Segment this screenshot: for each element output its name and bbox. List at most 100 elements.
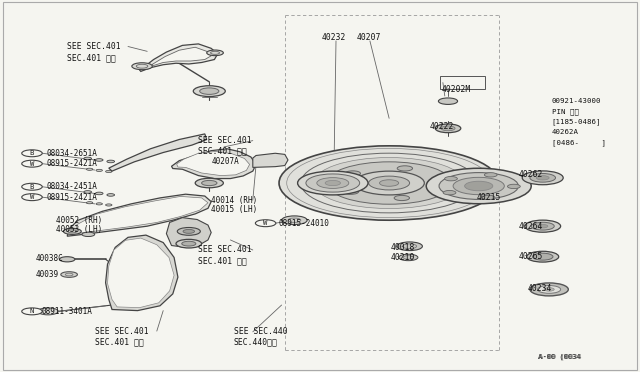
Ellipse shape bbox=[22, 160, 42, 167]
Text: A·00 (0034: A·00 (0034 bbox=[539, 354, 581, 360]
Polygon shape bbox=[166, 218, 211, 247]
Ellipse shape bbox=[538, 286, 561, 293]
Text: 40265: 40265 bbox=[518, 252, 543, 261]
Text: SEC.401 参照: SEC.401 参照 bbox=[67, 53, 116, 62]
Ellipse shape bbox=[202, 180, 217, 186]
Ellipse shape bbox=[195, 178, 223, 188]
Polygon shape bbox=[67, 194, 211, 236]
Ellipse shape bbox=[282, 216, 307, 225]
Ellipse shape bbox=[380, 180, 399, 186]
Ellipse shape bbox=[84, 191, 92, 193]
Text: SEE SEC.401: SEE SEC.401 bbox=[95, 327, 148, 336]
Ellipse shape bbox=[132, 63, 152, 70]
Ellipse shape bbox=[441, 126, 455, 131]
Ellipse shape bbox=[63, 228, 81, 234]
Ellipse shape bbox=[298, 171, 368, 195]
Polygon shape bbox=[140, 44, 218, 71]
Text: 40039: 40039 bbox=[35, 270, 58, 279]
Text: SEE SEC.440: SEE SEC.440 bbox=[234, 327, 287, 336]
Ellipse shape bbox=[482, 195, 495, 200]
Text: SEE SEC.401: SEE SEC.401 bbox=[67, 42, 121, 51]
Ellipse shape bbox=[369, 176, 410, 190]
Ellipse shape bbox=[107, 160, 115, 163]
Ellipse shape bbox=[306, 174, 360, 192]
Ellipse shape bbox=[453, 177, 504, 195]
Ellipse shape bbox=[325, 180, 340, 186]
Text: 40207A: 40207A bbox=[211, 157, 239, 166]
Text: N: N bbox=[30, 308, 34, 314]
Text: 08911-3401A: 08911-3401A bbox=[42, 307, 92, 316]
Text: [0486-     ]: [0486- ] bbox=[552, 140, 605, 146]
Text: SEC.401 参照: SEC.401 参照 bbox=[198, 256, 247, 265]
Text: PIN ピン: PIN ピン bbox=[552, 108, 579, 115]
Text: 40222: 40222 bbox=[430, 122, 454, 131]
Polygon shape bbox=[253, 153, 288, 167]
Ellipse shape bbox=[96, 203, 102, 205]
Ellipse shape bbox=[86, 168, 93, 170]
Ellipse shape bbox=[508, 184, 520, 189]
Ellipse shape bbox=[399, 254, 418, 261]
Ellipse shape bbox=[22, 194, 42, 201]
Ellipse shape bbox=[22, 150, 42, 157]
Ellipse shape bbox=[522, 171, 563, 185]
Ellipse shape bbox=[345, 171, 360, 176]
Ellipse shape bbox=[193, 86, 225, 97]
Text: 40202M: 40202M bbox=[442, 85, 471, 94]
Text: 40234: 40234 bbox=[528, 284, 552, 293]
Text: 08915-24010: 08915-24010 bbox=[278, 219, 329, 228]
Ellipse shape bbox=[536, 176, 549, 180]
Ellipse shape bbox=[530, 173, 556, 182]
Ellipse shape bbox=[532, 253, 553, 260]
Text: 40232: 40232 bbox=[322, 33, 346, 42]
Ellipse shape bbox=[397, 166, 413, 171]
Text: 08034-2451A: 08034-2451A bbox=[47, 182, 97, 191]
Ellipse shape bbox=[86, 202, 93, 204]
Ellipse shape bbox=[326, 162, 452, 204]
Text: SEE SEC.401: SEE SEC.401 bbox=[198, 136, 252, 145]
Text: 40014 (RH): 40014 (RH) bbox=[211, 196, 257, 205]
Bar bbox=[440, 76, 485, 89]
Text: 40018: 40018 bbox=[390, 243, 415, 252]
Text: 40053 (LH): 40053 (LH) bbox=[56, 225, 102, 234]
Ellipse shape bbox=[439, 173, 518, 199]
Ellipse shape bbox=[343, 189, 358, 194]
Text: SEC.401 参照: SEC.401 参照 bbox=[95, 337, 143, 346]
Ellipse shape bbox=[531, 222, 554, 230]
Text: [1185-0486]: [1185-0486] bbox=[552, 119, 601, 125]
Text: 00921-43000: 00921-43000 bbox=[552, 98, 601, 104]
Ellipse shape bbox=[255, 220, 276, 227]
Ellipse shape bbox=[96, 169, 102, 171]
Text: W: W bbox=[30, 161, 34, 167]
Ellipse shape bbox=[95, 159, 103, 161]
Text: 40262: 40262 bbox=[518, 170, 543, 179]
Polygon shape bbox=[177, 151, 250, 176]
Text: 40207: 40207 bbox=[357, 33, 381, 42]
Text: W: W bbox=[30, 194, 34, 200]
Ellipse shape bbox=[106, 170, 112, 173]
Ellipse shape bbox=[314, 157, 465, 209]
Text: SEC.440参照: SEC.440参照 bbox=[234, 338, 278, 347]
Text: 40052 (RH): 40052 (RH) bbox=[56, 216, 102, 225]
Ellipse shape bbox=[22, 308, 42, 315]
Text: 08915-2421A: 08915-2421A bbox=[47, 193, 97, 202]
Ellipse shape bbox=[354, 171, 424, 195]
Text: W: W bbox=[264, 220, 268, 226]
Ellipse shape bbox=[527, 251, 559, 262]
Text: 40215: 40215 bbox=[477, 193, 501, 202]
Ellipse shape bbox=[95, 192, 103, 195]
Ellipse shape bbox=[465, 181, 493, 191]
Text: 40264: 40264 bbox=[518, 222, 543, 231]
Polygon shape bbox=[76, 196, 208, 234]
Ellipse shape bbox=[82, 232, 95, 237]
Ellipse shape bbox=[200, 88, 219, 94]
Ellipse shape bbox=[426, 168, 531, 204]
Ellipse shape bbox=[106, 204, 112, 206]
Text: 40262A: 40262A bbox=[552, 129, 579, 135]
Polygon shape bbox=[106, 235, 178, 311]
Text: 08915-2421A: 08915-2421A bbox=[47, 159, 97, 168]
Ellipse shape bbox=[530, 283, 568, 296]
Ellipse shape bbox=[445, 177, 458, 181]
Polygon shape bbox=[108, 238, 174, 308]
Ellipse shape bbox=[428, 181, 443, 186]
Ellipse shape bbox=[183, 230, 195, 233]
